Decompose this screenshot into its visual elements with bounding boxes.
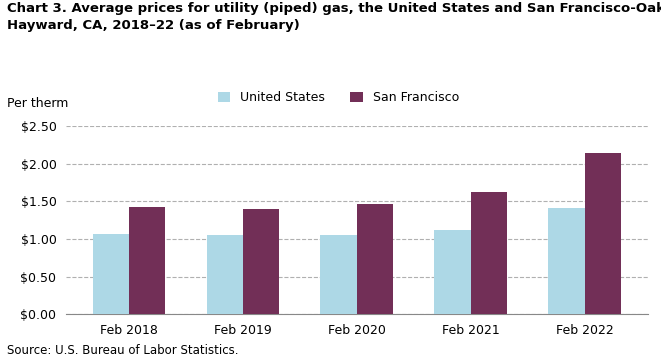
Bar (434, 230, 471, 314)
Legend: United States, San Francisco: United States, San Francisco (217, 91, 459, 104)
Bar (243, 209, 280, 314)
Bar (206, 235, 243, 314)
Text: Source: U.S. Bureau of Labor Statistics.: Source: U.S. Bureau of Labor Statistics. (7, 344, 238, 357)
Bar (93, 234, 129, 314)
Bar (357, 204, 393, 314)
Bar (129, 207, 165, 314)
Text: Chart 3. Average prices for utility (piped) gas, the United States and San Franc: Chart 3. Average prices for utility (pip… (7, 2, 661, 32)
Text: Per therm: Per therm (7, 97, 68, 110)
Bar (585, 153, 621, 314)
Bar (471, 192, 508, 314)
Bar (321, 235, 357, 314)
Bar (549, 208, 585, 314)
